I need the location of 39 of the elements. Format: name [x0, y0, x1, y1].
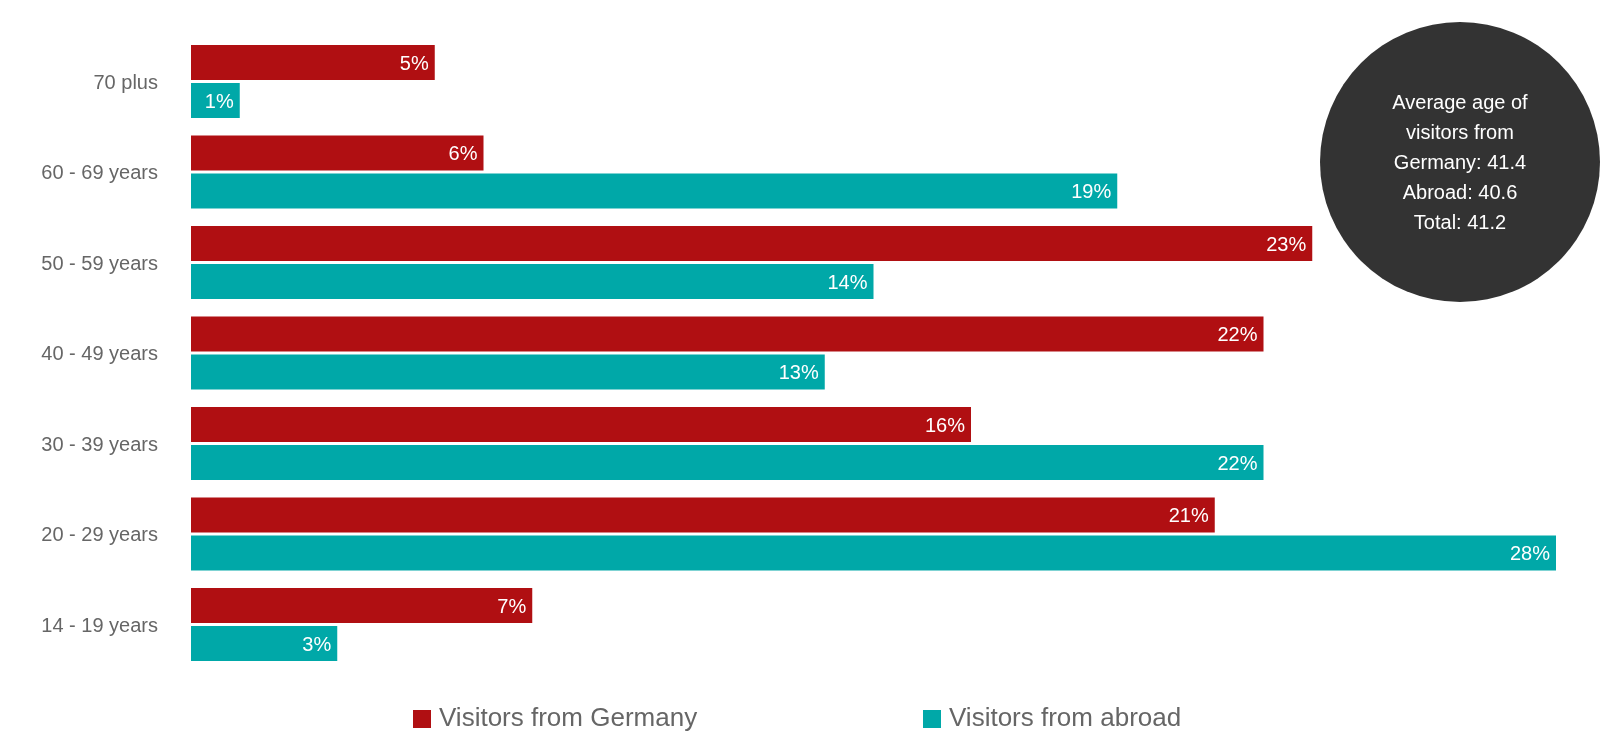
data-label: 16% [924, 413, 966, 436]
annotation: Abroad: 40.6 [1402, 181, 1518, 203]
data-label: 3% [302, 632, 332, 655]
data-label: 22% [1217, 451, 1258, 474]
annotation: Average age of visitors from Germany: 41.4 [1392, 91, 1529, 173]
y-tick-label: 14 - 19 years [41, 613, 158, 636]
legend-label: Visitors from abroad [949, 702, 1182, 732]
bar [191, 445, 1264, 480]
annotation: Total: 41.2 [1413, 211, 1507, 233]
bar [191, 264, 874, 299]
data-label: 1% [204, 89, 234, 112]
y-tick-label: 30 - 39 years [41, 432, 158, 455]
bar [191, 135, 484, 171]
y-tick-label: 20 - 29 years [41, 523, 158, 545]
bar [191, 407, 971, 442]
data-label: 22% [1217, 323, 1258, 345]
data-label: 19% [1071, 180, 1112, 202]
data-label: 13% [778, 361, 819, 383]
y-tick-label: 40 - 49 years [41, 342, 158, 364]
bar [191, 173, 1118, 209]
y-tick-label: 50 - 59 years [41, 251, 158, 274]
y-tick-label: 60 - 69 years [41, 161, 158, 183]
bar [191, 588, 533, 623]
bar [191, 316, 1264, 352]
bar [191, 354, 825, 390]
data-label: 5% [399, 51, 429, 74]
data-label: 7% [497, 594, 527, 617]
data-label: 21% [1168, 504, 1209, 526]
bar [191, 45, 435, 80]
data-label: 23% [1266, 232, 1307, 255]
bar [191, 226, 1313, 261]
bar [191, 626, 338, 661]
y-tick-label: 70 plus [93, 70, 158, 93]
legend-label: Visitors from Germany [439, 702, 698, 732]
data-label: 14% [827, 270, 868, 293]
bar [191, 535, 1556, 571]
data-label: 28% [1509, 542, 1551, 564]
data-label: 6% [448, 142, 478, 164]
bar [191, 497, 1215, 533]
